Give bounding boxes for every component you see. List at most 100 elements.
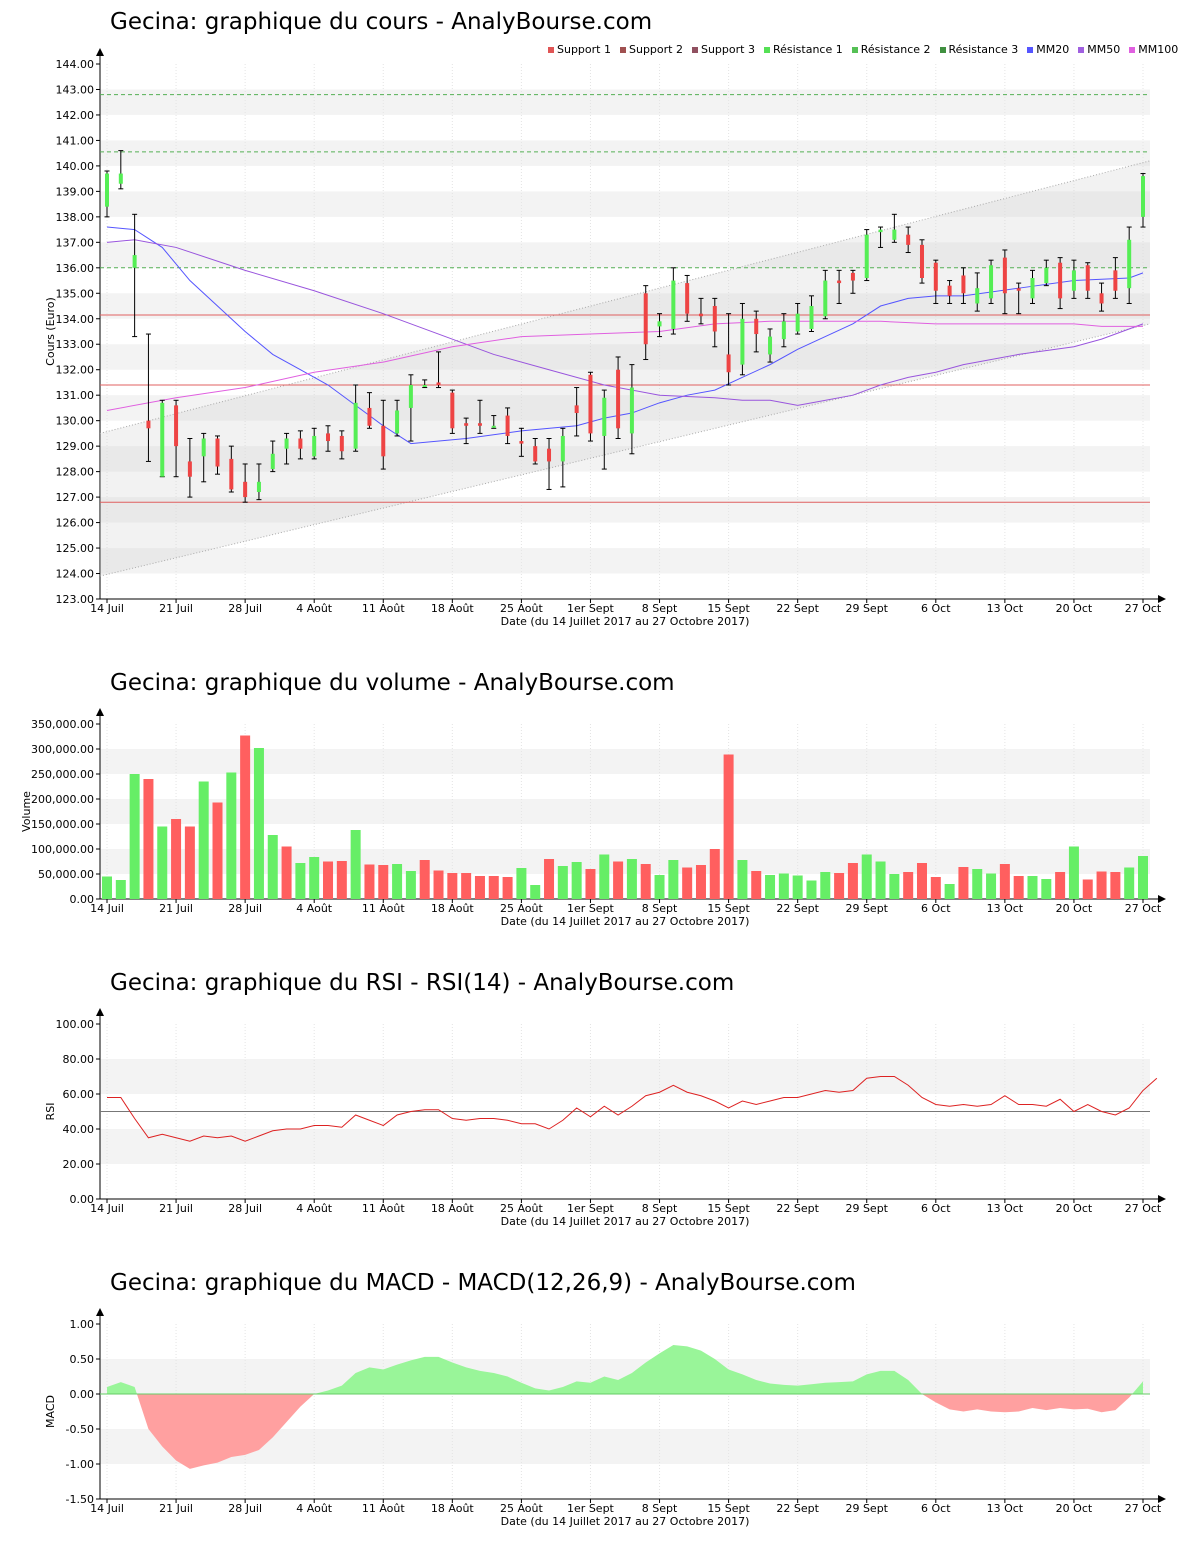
volume-bar	[1110, 872, 1121, 899]
volume-bar	[930, 877, 941, 899]
macd-negative-area	[921, 1394, 1133, 1413]
volume-bar	[350, 830, 361, 899]
volume-bar	[944, 884, 955, 899]
candle-body	[685, 283, 690, 314]
volume-y-tick-label: 350,000.00	[31, 718, 94, 731]
volume-bar	[585, 869, 596, 899]
volume-bar	[1068, 846, 1079, 899]
price-x-tick-label: 27 Oct	[1125, 602, 1162, 615]
macd-x-tick-label: 13 Oct	[987, 1502, 1024, 1515]
volume-bar	[557, 866, 568, 899]
volume-x-tick-label: 4 Août	[296, 902, 333, 915]
price-y-tick-label: 124.00	[56, 568, 95, 581]
candle-body	[574, 405, 579, 414]
volume-bar	[999, 864, 1010, 899]
macd-x-tick-label: 4 Août	[296, 1502, 333, 1515]
price-grid-band	[100, 140, 1150, 166]
rsi-x-tick-label: 13 Oct	[987, 1202, 1024, 1215]
volume-y-axis-arrow	[96, 708, 104, 716]
volume-bar	[253, 748, 264, 899]
price-y-tick-label: 132.00	[56, 364, 95, 377]
volume-bar	[447, 873, 458, 899]
rsi-chart-title: Gecina: graphique du RSI - RSI(14) - Ana…	[110, 970, 735, 996]
candle-body	[754, 318, 759, 335]
candle-body	[229, 458, 234, 490]
volume-bar	[916, 863, 927, 899]
candle-body	[671, 280, 676, 329]
moving-average-mm100	[106, 320, 1143, 411]
volume-bar	[530, 885, 541, 899]
candle-body	[560, 435, 565, 462]
volume-grid-band	[100, 799, 1150, 824]
price-y-tick-label: 134.00	[56, 313, 95, 326]
price-grid-band	[100, 242, 1150, 268]
price-grid-band	[100, 89, 1150, 115]
volume-grid-band	[100, 749, 1150, 774]
volume-x-tick-label: 29 Sept	[845, 902, 888, 915]
volume-bar	[378, 865, 389, 899]
candle-body	[436, 382, 441, 385]
legend-item-resistance-1: Résistance 1	[763, 43, 843, 56]
legend-item-mm50: MM50	[1078, 43, 1120, 56]
volume-y-tick-label: 50,000.00	[38, 868, 94, 881]
volume-x-tick-label: 18 Août	[431, 902, 475, 915]
legend-label: Résistance 2	[860, 43, 931, 56]
price-chart-legend: Support 1 Support 2 Support 3 Résistance…	[548, 43, 1178, 56]
candle-body	[422, 385, 427, 387]
volume-x-tick-label: 21 Juil	[159, 902, 193, 915]
candle-body	[408, 385, 413, 408]
price-x-tick-label: 14 Juil	[90, 602, 124, 615]
rsi-x-tick-label: 8 Sept	[642, 1202, 678, 1215]
volume-bar	[129, 774, 140, 899]
volume-x-tick-label: 25 Août	[500, 902, 544, 915]
volume-bar	[419, 860, 430, 899]
legend-item-support-2: Support 2	[619, 43, 683, 56]
candle-body	[201, 438, 206, 457]
rsi-y-axis-title: RSI	[44, 1103, 57, 1121]
price-x-tick-label: 1er Sept	[567, 602, 615, 615]
candle-body	[961, 275, 966, 294]
volume-y-tick-label: 150,000.00	[31, 818, 94, 831]
price-grid-band	[100, 395, 1150, 421]
volume-bar	[765, 875, 776, 899]
candle-body	[1016, 288, 1021, 291]
candle-body	[740, 318, 745, 365]
legend-swatch	[939, 46, 946, 53]
volume-bar	[184, 826, 195, 899]
price-y-axis-title: Cours (Euro)	[44, 297, 57, 366]
volume-bar	[157, 826, 168, 899]
price-y-tick-label: 127.00	[56, 491, 95, 504]
rsi-y-axis-arrow	[96, 1008, 104, 1016]
macd-x-tick-label: 22 Sept	[776, 1502, 819, 1515]
candle-body	[864, 234, 869, 278]
volume-y-axis-title: Volume	[20, 791, 33, 832]
candle-body	[878, 229, 883, 233]
volume-x-tick-label: 27 Oct	[1125, 902, 1162, 915]
price-y-tick-label: 141.00	[56, 134, 95, 147]
macd-y-axis-title: MACD	[44, 1395, 57, 1428]
price-y-tick-label: 129.00	[56, 440, 95, 453]
candle-body	[1113, 270, 1118, 291]
volume-bar	[1082, 879, 1093, 899]
legend-item-mm100: MM100	[1129, 43, 1178, 56]
candle-body	[657, 321, 662, 327]
volume-bar	[143, 779, 154, 899]
price-grid-band	[100, 344, 1150, 370]
volume-x-tick-label: 28 Juil	[228, 902, 262, 915]
legend-swatch	[619, 46, 626, 53]
candle-body	[326, 433, 331, 442]
volume-bar	[613, 861, 624, 899]
legend-label: MM50	[1087, 43, 1121, 56]
price-trend-channel	[100, 160, 1150, 577]
volume-bar	[599, 854, 610, 899]
candle-body	[298, 438, 303, 449]
volume-bar	[875, 861, 886, 899]
price-x-tick-label: 20 Oct	[1056, 602, 1093, 615]
macd-x-tick-label: 11 Août	[362, 1502, 406, 1515]
volume-x-tick-label: 6 Oct	[921, 902, 951, 915]
rsi-x-axis-title: Date (du 14 Juillet 2017 au 27 Octobre 2…	[501, 1215, 750, 1228]
price-y-tick-label: 125.00	[56, 542, 95, 555]
volume-bar	[1027, 876, 1038, 899]
macd-x-axis-title: Date (du 14 Juillet 2017 au 27 Octobre 2…	[501, 1515, 750, 1528]
legend-swatch	[1078, 46, 1085, 53]
